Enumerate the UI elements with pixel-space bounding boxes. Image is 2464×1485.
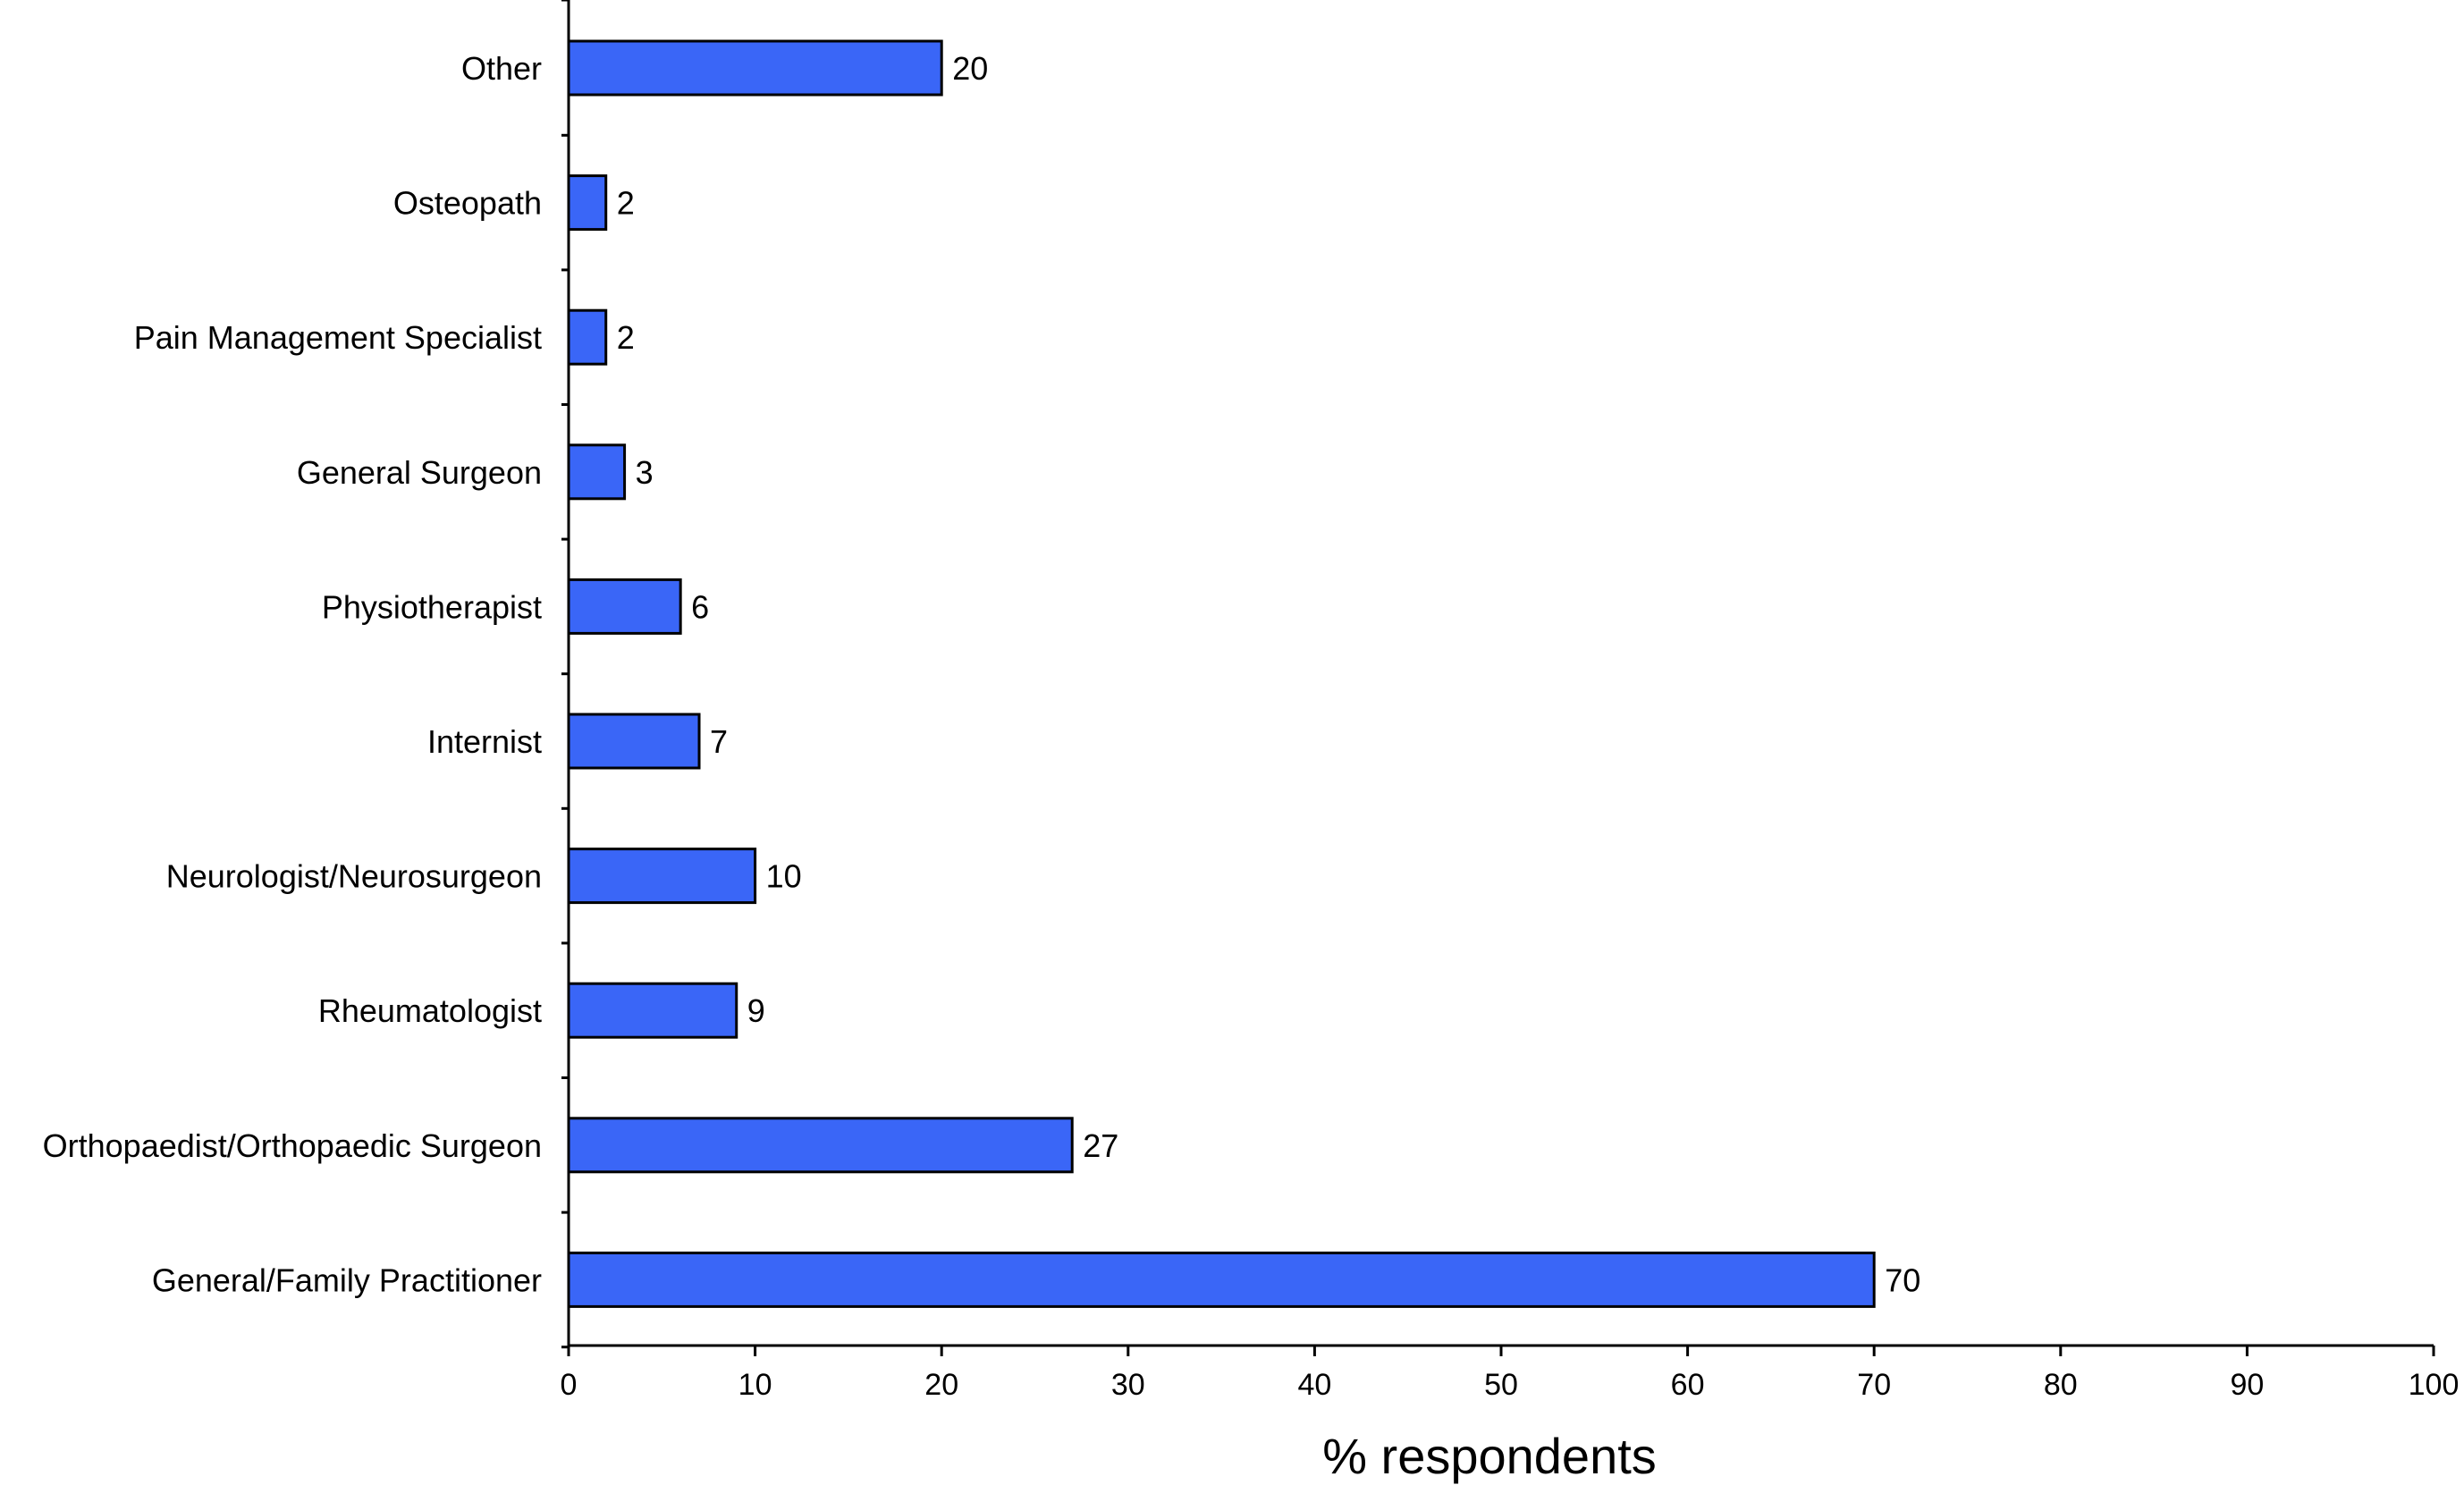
x-tick-label: 60 (1671, 1368, 1705, 1402)
data-label: 2 (617, 319, 635, 356)
x-tick-label: 20 (924, 1368, 958, 1402)
x-tick-label: 90 (2230, 1368, 2264, 1402)
bar (567, 39, 943, 97)
category-label: Neurologist/Neurosurgeon (166, 858, 542, 895)
x-tick-label: 40 (1297, 1368, 1331, 1402)
x-tick-label: 10 (738, 1368, 772, 1402)
bar (567, 1251, 1876, 1308)
category-labels: Other Osteopath Pain Management Specialist… (43, 50, 542, 1298)
category-label: Osteopath (393, 185, 542, 222)
category-label: Orthopaedist/Orthopaedic Surgeon (43, 1127, 542, 1164)
bars-layer (567, 39, 1876, 1308)
category-label: Physiotherapist (322, 588, 542, 625)
x-tick-label: 100 (2409, 1368, 2460, 1402)
data-label: 27 (1083, 1127, 1118, 1164)
data-label: 3 (636, 454, 654, 491)
category-label: General Surgeon (297, 454, 542, 491)
data-label: 70 (1885, 1261, 1920, 1298)
data-labels: 20 2 2 3 6 7 10 9 27 70 (617, 50, 1921, 1298)
category-label: Internist (427, 723, 542, 760)
x-axis-title: % respondents (1322, 1428, 1657, 1484)
x-tick-label: 0 (561, 1368, 578, 1402)
x-tick-label: 30 (1111, 1368, 1145, 1402)
data-label: 7 (710, 723, 728, 760)
category-label: General/Family Practitioner (152, 1261, 542, 1298)
x-tick-label: 80 (2044, 1368, 2078, 1402)
x-tick-label: 50 (1484, 1368, 1518, 1402)
data-label: 9 (747, 992, 765, 1029)
data-label: 6 (691, 588, 709, 625)
data-label: 10 (766, 858, 802, 895)
bar (567, 1117, 1074, 1174)
category-label: Other (461, 50, 542, 87)
bar (567, 713, 701, 770)
bar (567, 982, 738, 1039)
data-label: 2 (617, 185, 635, 222)
bar (567, 578, 682, 635)
category-label: Rheumatologist (318, 992, 542, 1029)
data-label: 20 (952, 50, 988, 87)
bar (567, 848, 757, 905)
x-tick-label: 70 (1857, 1368, 1891, 1402)
bar (567, 308, 608, 366)
x-ticks: 0 10 20 30 40 50 60 70 80 90 100 (561, 1346, 2460, 1402)
category-label: Pain Management Specialist (134, 319, 542, 356)
bar (567, 174, 608, 232)
bar (567, 443, 627, 501)
